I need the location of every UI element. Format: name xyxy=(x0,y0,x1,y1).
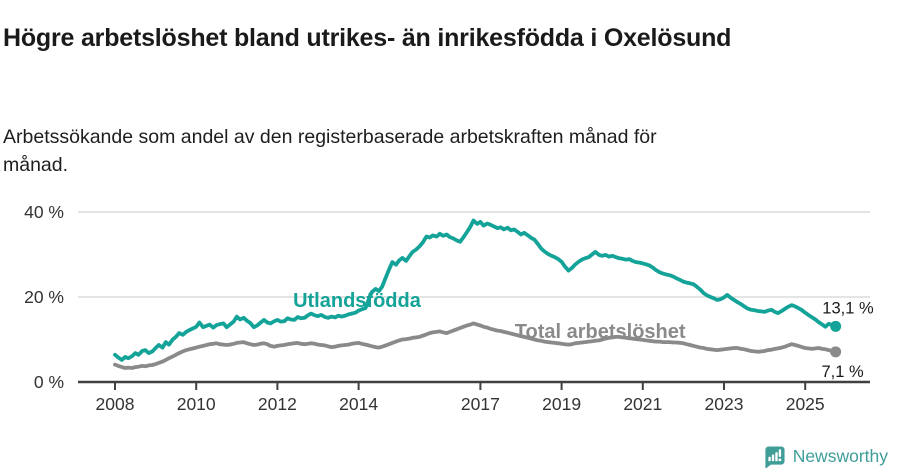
x-axis-label-2017: 2017 xyxy=(461,394,500,414)
chart-subtitle: Arbetssökande som andel av den registerb… xyxy=(3,125,657,176)
series-end-dot-total-arbetsl-shet xyxy=(830,346,842,358)
x-axis-label-2025: 2025 xyxy=(786,394,825,414)
series-line-total-arbetsl-shet xyxy=(113,321,838,370)
x-axis-label-2023: 2023 xyxy=(705,394,744,414)
series-end-value-total-arbetsl-shet: 7,1 % xyxy=(821,363,864,381)
x-axis-label-2008: 2008 xyxy=(96,394,135,414)
series-end-dot-utlandsf-dda xyxy=(830,320,842,332)
x-axis-label-2019: 2019 xyxy=(542,394,581,414)
newsworthy-logo-text: Newsworthy xyxy=(792,446,888,466)
x-axis-label-2010: 2010 xyxy=(177,394,216,414)
newsworthy-bubble-chart-icon xyxy=(765,446,785,468)
series-label-total-arbetsl-shet: Total arbetslöshet xyxy=(515,321,686,343)
series-label-utlandsf-dda: Utlandsfödda xyxy=(293,290,422,312)
x-axis-label-2012: 2012 xyxy=(258,394,297,414)
x-axis-label-2021: 2021 xyxy=(623,394,662,414)
y-axis-label-20: 20 % xyxy=(24,287,64,307)
y-axis-label-0: 0 % xyxy=(34,372,64,392)
newsworthy-logo[interactable]: Newsworthy xyxy=(763,445,888,468)
chart-title: Högre arbetslöshet bland utrikes- än inr… xyxy=(3,23,732,52)
x-axis-label-2014: 2014 xyxy=(339,394,378,414)
y-axis-label-40: 40 % xyxy=(24,202,64,222)
series-line-utlandsf-dda xyxy=(113,218,838,362)
series-end-value-utlandsf-dda: 13,1 % xyxy=(822,299,874,317)
